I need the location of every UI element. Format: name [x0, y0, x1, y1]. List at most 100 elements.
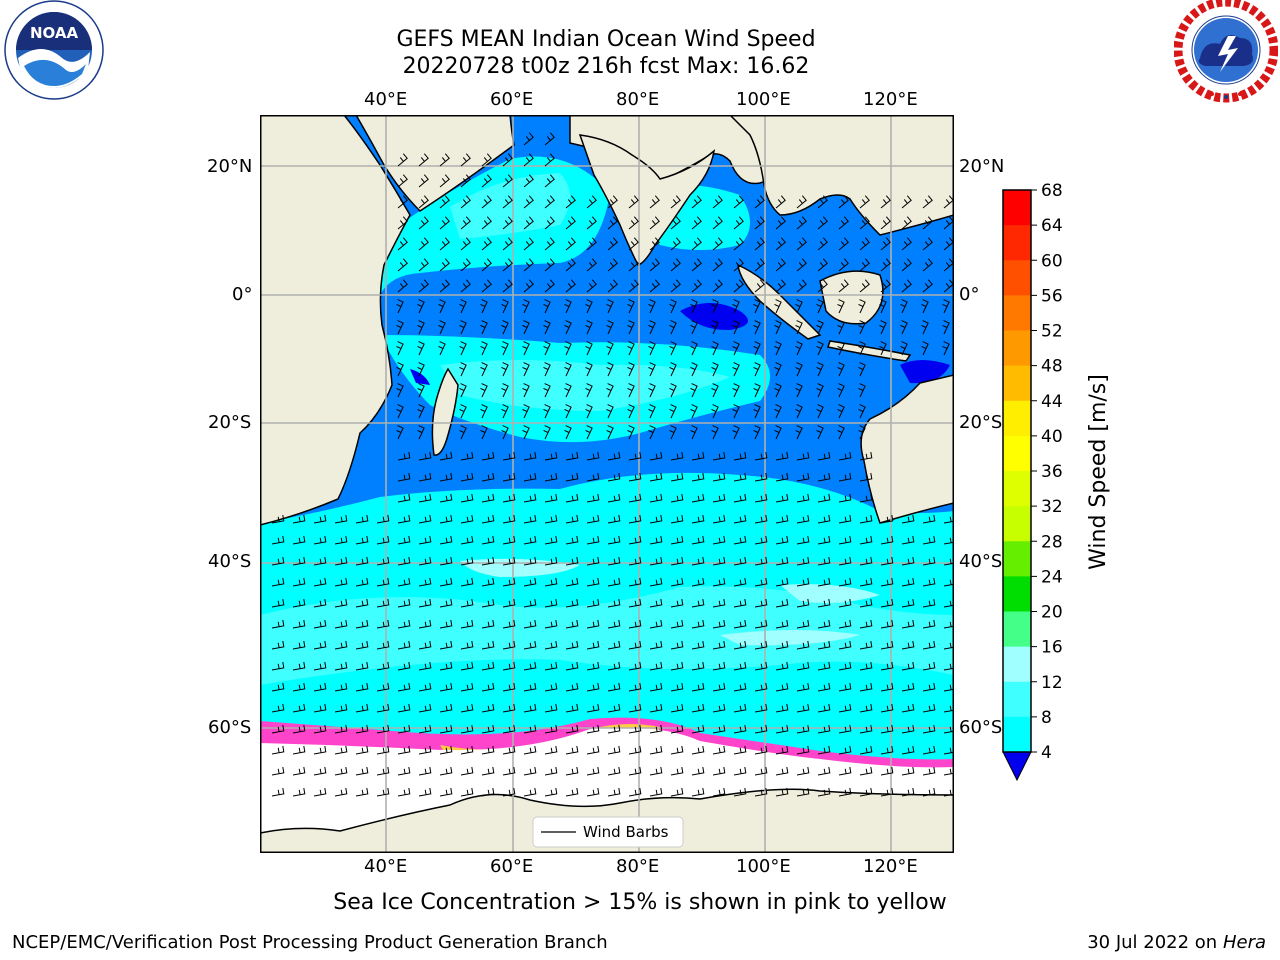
wind-barb: [732, 299, 740, 314]
wind-barb: [670, 237, 681, 251]
wind-barb: [711, 320, 719, 335]
wind-barb: [837, 383, 845, 398]
wind-barb: [480, 404, 488, 419]
wind-barb: [817, 535, 831, 545]
wind-barb: [691, 682, 705, 692]
wind-barb: [901, 258, 912, 272]
wind-barb: [439, 195, 450, 209]
wind-barb: [922, 598, 936, 608]
wind-barb: [901, 787, 915, 797]
wind-barb: [754, 724, 768, 734]
wind-barb: [376, 745, 390, 755]
wind-barb: [712, 258, 723, 272]
colorbar-cell: [1003, 295, 1031, 331]
wind-barb: [942, 299, 950, 314]
wind-barb: [691, 787, 705, 797]
wind-barb: [460, 661, 474, 671]
wind-barb: [649, 619, 663, 629]
wind-barb: [754, 493, 768, 503]
wind-barb: [418, 237, 429, 251]
wind-barb: [397, 745, 411, 755]
wind-barb: [523, 153, 534, 167]
wind-barb: [502, 514, 516, 524]
wind-barb: [586, 724, 600, 734]
wind-barb: [586, 682, 600, 692]
wind-barb: [796, 577, 810, 587]
lat-tick-right-60s: 60°S: [959, 717, 1003, 738]
wind-barb: [460, 766, 474, 776]
wind-barb: [334, 766, 348, 776]
wind-barb: [754, 556, 768, 566]
wind-barb: [775, 766, 789, 776]
wind-barb: [481, 472, 495, 482]
wind-barb: [796, 237, 807, 251]
wind-barb: [292, 535, 306, 545]
wind-barb: [439, 258, 450, 272]
wind-barb: [712, 514, 726, 524]
colorbar-cell: [1003, 435, 1031, 472]
wind-barb: [900, 320, 908, 335]
wind-barb: [460, 724, 474, 734]
wind-barb: [775, 237, 786, 251]
wind-barb: [670, 619, 684, 629]
wind-barb: [418, 556, 432, 566]
wind-barb: [397, 640, 411, 650]
wind-barb: [460, 493, 474, 503]
wind-barb: [397, 661, 411, 671]
wind-barb: [544, 766, 558, 776]
wind-barb: [753, 341, 761, 356]
wind-barb: [691, 619, 705, 629]
wind-barb: [817, 640, 831, 650]
wind-barb: [838, 745, 852, 755]
wind-barb: [880, 556, 894, 566]
wind-barb: [501, 299, 509, 314]
colorbar-cell: [1003, 330, 1031, 367]
wind-barb: [502, 640, 516, 650]
wind-barb: [271, 703, 285, 713]
wind-barb: [397, 153, 408, 167]
wind-barb: [775, 216, 786, 230]
wind-barb: [690, 425, 698, 440]
wind-barb: [922, 766, 936, 776]
wind-barb: [795, 341, 803, 356]
wind-barb: [460, 216, 471, 230]
wind-barb: [522, 362, 530, 377]
wind-barb: [859, 598, 873, 608]
wind-barb: [355, 724, 369, 734]
wind-barb: [627, 320, 635, 335]
wind-barb: [564, 425, 572, 440]
wind-barb: [691, 195, 702, 209]
wind-barb: [460, 514, 474, 524]
wind-barb: [649, 703, 663, 713]
wind-barb: [460, 258, 471, 272]
wind-barb: [460, 451, 474, 461]
wind-barb: [774, 341, 782, 356]
wind-barb: [396, 341, 404, 356]
wind-barb: [880, 745, 894, 755]
wind-barb: [733, 598, 747, 608]
wind-barb: [795, 383, 803, 398]
wind-barb: [732, 404, 740, 419]
wind-barb: [523, 577, 537, 587]
noaa-logo: NOAA: [4, 0, 104, 100]
wind-barb: [858, 425, 866, 440]
wind-barb: [775, 682, 789, 692]
colorbar-extend-arrow: [1002, 751, 1032, 782]
wind-barb: [943, 537, 954, 545]
wind-barb: [564, 299, 572, 314]
wind-barb: [543, 404, 551, 419]
wind-barb: [712, 787, 726, 797]
wind-barb: [418, 451, 432, 461]
wind-barb: [922, 279, 933, 293]
wind-barb: [795, 404, 803, 419]
wind-barb: [606, 425, 614, 440]
wind-barb: [921, 341, 929, 356]
wind-barb: [775, 619, 789, 629]
wind-barb: [418, 535, 432, 545]
wind-barb: [838, 661, 852, 671]
wind-barb: [417, 299, 425, 314]
wind-barb: [796, 724, 810, 734]
wind-barb: [418, 640, 432, 650]
wind-barb: [523, 787, 537, 797]
wind-barb: [502, 766, 516, 776]
